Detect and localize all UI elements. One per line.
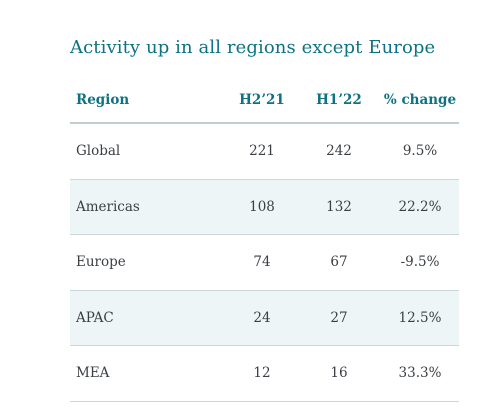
- h1-22-cell: 16: [330, 365, 348, 382]
- h1-22-cell: 242: [326, 143, 352, 160]
- region-cell: Global: [76, 143, 121, 160]
- column-header-percent-change: % change: [383, 92, 457, 108]
- percent-change-cell: -9.5%: [400, 254, 440, 271]
- data-table: Region H2’21 H1’22 % change Global 221 2…: [70, 80, 459, 402]
- table-header-row: Region H2’21 H1’22 % change: [70, 80, 459, 124]
- h2-21-cell: 221: [249, 143, 275, 160]
- h2-21-cell: 108: [249, 198, 275, 215]
- column-header-h2-21: H2’21: [239, 92, 285, 108]
- chart-title: Activity up in all regions except Europe: [70, 37, 436, 58]
- table-row: Europe 74 67 -9.5%: [70, 235, 459, 291]
- table-row: APAC 24 27 12.5%: [70, 290, 459, 346]
- h2-21-cell: 24: [253, 309, 271, 326]
- column-header-h1-22: H1’22: [316, 92, 362, 108]
- percent-change-cell: 22.2%: [398, 198, 442, 215]
- region-cell: APAC: [76, 309, 114, 326]
- percent-change-cell: 9.5%: [402, 143, 438, 160]
- region-cell: MEA: [76, 365, 110, 382]
- percent-change-cell: 33.3%: [398, 365, 442, 382]
- h1-22-cell: 27: [330, 309, 348, 326]
- column-header-region: Region: [76, 92, 130, 108]
- h2-21-cell: 74: [253, 254, 271, 271]
- percent-change-cell: 12.5%: [398, 309, 442, 326]
- table-row: Americas 108 132 22.2%: [70, 179, 459, 235]
- h1-22-cell: 67: [330, 254, 348, 271]
- table-row: Global 221 242 9.5%: [70, 124, 459, 180]
- table-row: MEA 12 16 33.3%: [70, 346, 459, 402]
- h1-22-cell: 132: [326, 198, 352, 215]
- region-cell: Americas: [76, 198, 140, 215]
- region-cell: Europe: [76, 254, 126, 271]
- h2-21-cell: 12: [253, 365, 271, 382]
